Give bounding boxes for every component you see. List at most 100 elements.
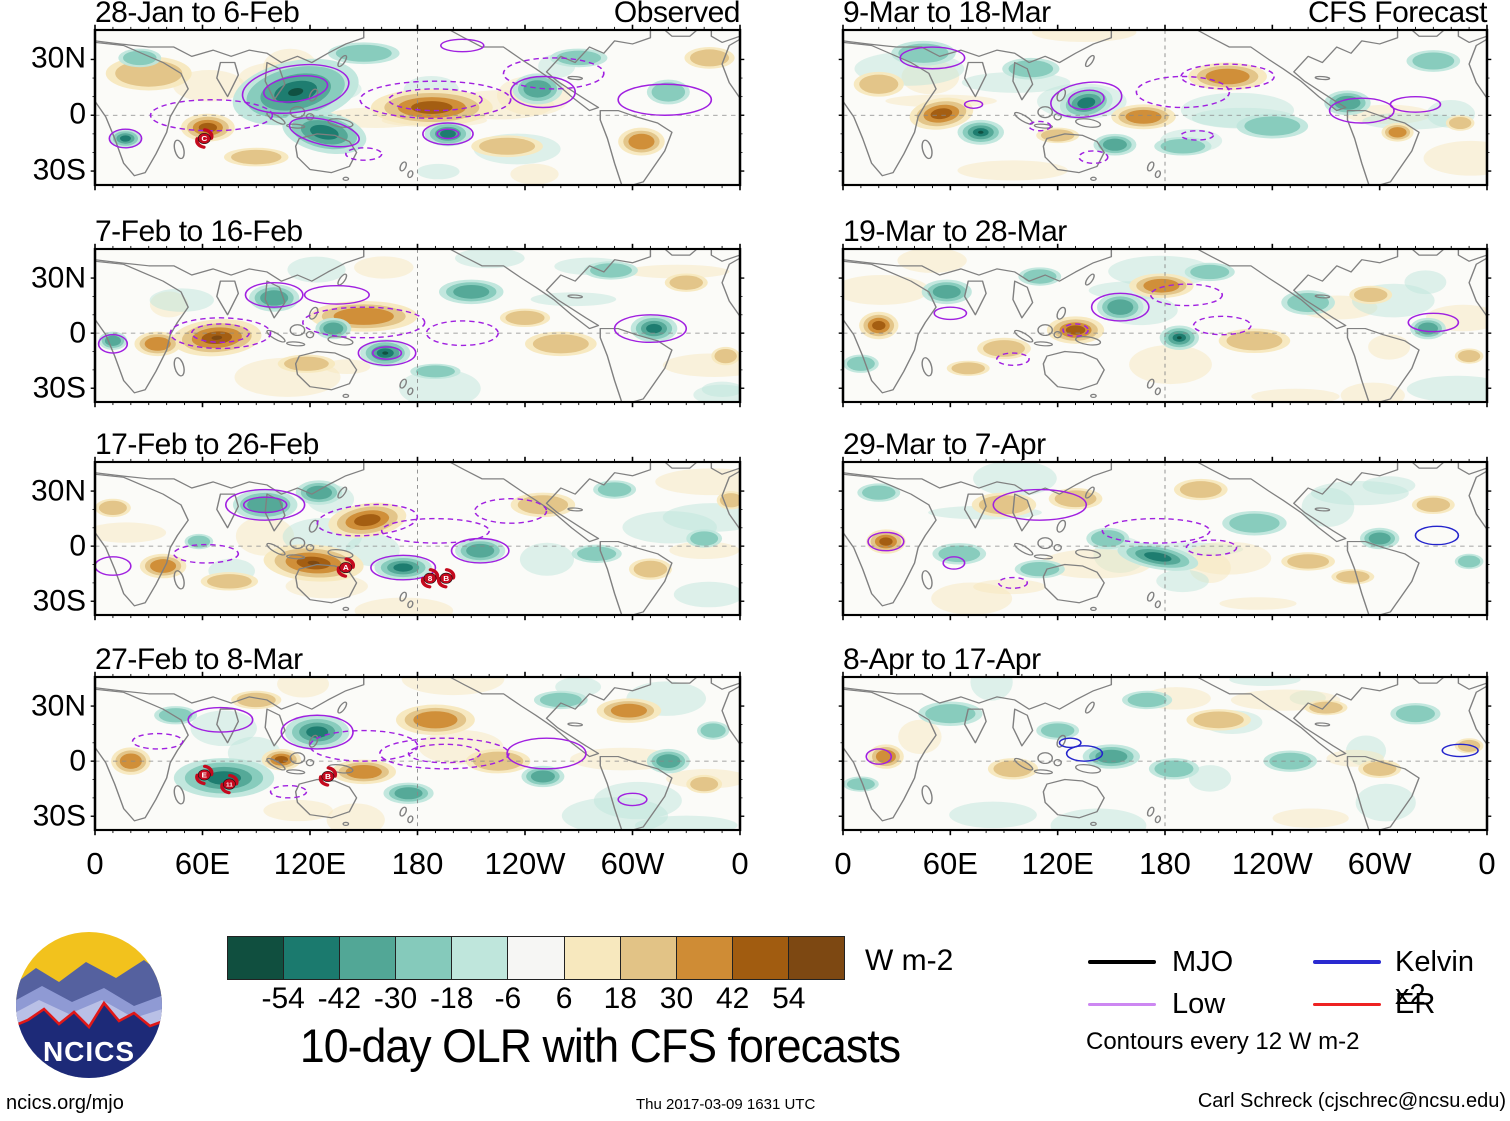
colorbar-cell	[228, 937, 285, 979]
legend-line-er	[1313, 1003, 1381, 1006]
colorbar-tick-label: -6	[494, 982, 522, 1015]
legend-label-er: ER	[1395, 988, 1436, 1020]
panel-date-range: 29-Mar to 7-Apr	[843, 428, 1046, 461]
footer-timestamp: Thu 2017-03-09 1631 UTC	[636, 1096, 816, 1113]
colorbar-cell	[732, 937, 789, 979]
longitude-tick-label: 180	[391, 846, 444, 881]
colorbar-cell	[452, 937, 509, 979]
colorbar-tick-label: 54	[772, 982, 806, 1015]
legend-label-low: Low	[1172, 988, 1226, 1020]
panel-obs-4: 27-Feb to 8-Mar E 11 B	[90, 641, 745, 836]
latitude-tick-label: 30S	[32, 799, 86, 833]
panel-date-range: 8-Apr to 17-Apr	[843, 643, 1041, 676]
panel-fcst-3: 29-Mar to 7-Apr	[838, 426, 1492, 621]
colorbar-tick-label: 6	[555, 982, 573, 1015]
latitude-tick-label: 30S	[32, 584, 86, 618]
longitude-tick-label: 0	[731, 846, 749, 881]
panel-date-range: 27-Feb to 8-Mar	[95, 643, 303, 676]
svg-text:E: E	[202, 771, 207, 779]
colorbar-cell	[620, 937, 677, 979]
svg-text:NCICS: NCICS	[43, 1036, 135, 1067]
svg-text:11: 11	[226, 783, 234, 789]
longitude-tick-label: 60W	[600, 846, 665, 881]
tropical-cyclone-marker: 8	[420, 568, 440, 589]
longitude-tick-label: 60E	[922, 846, 978, 881]
latitude-tick-label: 0	[69, 744, 86, 778]
figure-title: 10-day OLR with CFS forecasts	[299, 1019, 901, 1072]
latitude-tick-label: 30S	[32, 371, 86, 405]
svg-text:B: B	[325, 773, 331, 781]
colorbar-tick-label: 42	[715, 982, 750, 1015]
panel-fcst-4: 8-Apr to 17-Apr	[838, 641, 1492, 836]
colorbar-cell	[284, 937, 341, 979]
longitude-axis-left: 0 60E 120E 180 120W 60W 0	[86, 842, 748, 882]
longitude-tick-label: 120W	[484, 846, 566, 881]
colorbar-tick-label: -30	[373, 982, 418, 1015]
longitude-tick-label: 120W	[1231, 846, 1313, 881]
panel-date-range: 9-Mar to 18-Mar	[843, 0, 1051, 29]
panel-date-range: 7-Feb to 16-Feb	[95, 215, 303, 248]
colorbar-cell	[340, 937, 397, 979]
svg-text:A: A	[343, 564, 349, 572]
map-fcst-1	[838, 24, 1492, 191]
colorbar-tick-label: -54	[261, 982, 305, 1015]
latitude-tick-label: 0	[69, 316, 86, 350]
tropical-cyclone-marker: B	[437, 568, 456, 589]
contour-interval-note: Contours every 12 W m-2	[1086, 1028, 1360, 1055]
colorbar-tick-label: -18	[430, 982, 474, 1015]
latitude-tick-label: 0	[69, 97, 86, 131]
longitude-tick-label: 0	[1478, 846, 1496, 881]
colorbar	[227, 936, 845, 980]
colorbar-cell	[396, 937, 453, 979]
tropical-cyclone-marker: B	[318, 766, 338, 787]
panel-date-range: 28-Jan to 6-Feb	[95, 0, 300, 29]
latitude-tick-label: 30N	[30, 41, 86, 75]
legend-line-kelvin	[1313, 960, 1381, 964]
tropical-cyclone-marker: C	[195, 128, 214, 149]
panel-column-label: Observed	[613, 0, 741, 29]
colorbar-tick-label: -42	[317, 982, 362, 1015]
map-fcst-3	[838, 456, 1492, 621]
ncics-logo: NCICS	[16, 932, 162, 1078]
panel-date-range: 17-Feb to 26-Feb	[95, 428, 319, 461]
map-fcst-2	[838, 243, 1492, 408]
map-obs-2	[90, 243, 745, 408]
map-obs-3: A 8 B	[90, 456, 745, 621]
longitude-tick-label: 0	[86, 846, 104, 881]
tropical-cyclone-marker: A	[336, 557, 355, 578]
svg-text:C: C	[201, 135, 207, 143]
colorbar-tick-label: 18	[603, 982, 637, 1015]
colorbar-unit: W m-2	[865, 944, 954, 977]
legend-line-low	[1088, 1003, 1156, 1006]
map-obs-1: C	[90, 24, 745, 191]
map-obs-4: E 11 B	[90, 671, 745, 836]
longitude-tick-label: 0	[834, 846, 852, 881]
colorbar-tick-label: 30	[659, 982, 694, 1015]
colorbar-cell	[676, 937, 733, 979]
panel-fcst-2: 19-Mar to 28-Mar	[838, 213, 1492, 408]
colorbar-cell	[564, 937, 621, 979]
latitude-tick-label: 30N	[30, 689, 86, 723]
legend-line-mjo	[1088, 960, 1156, 964]
footer-credit: Carl Schreck (cjschrec@ncsu.edu)	[1197, 1090, 1506, 1112]
latitude-tick-label: 30N	[30, 474, 86, 508]
latitude-tick-label: 30N	[30, 261, 86, 295]
latitude-tick-label: 0	[69, 529, 86, 563]
panel-obs-2: 7-Feb to 16-Feb	[90, 213, 745, 408]
panel-fcst-1: 9-Mar to 18-Mar CFS Forecast	[838, 0, 1492, 191]
panel-obs-1: 28-Jan to 6-Feb Observed C	[90, 0, 745, 191]
legend-label-mjo: MJO	[1172, 946, 1234, 978]
longitude-tick-label: 60E	[174, 846, 231, 881]
svg-text:B: B	[443, 574, 449, 582]
colorbar-cell	[508, 937, 565, 979]
longitude-tick-label: 120E	[1021, 846, 1094, 881]
longitude-tick-label: 120E	[273, 846, 347, 881]
svg-text:8: 8	[428, 574, 433, 582]
colorbar-ticks: -54 -42 -30 -18 -6 6 18 30 42 54	[227, 982, 845, 1018]
panel-date-range: 19-Mar to 28-Mar	[843, 215, 1067, 248]
panel-obs-3: 17-Feb to 26-Feb A 8 B	[90, 426, 745, 621]
longitude-tick-label: 180	[1139, 846, 1191, 881]
legend-label-kelvin: Kelvin x2	[1395, 946, 1474, 1011]
tropical-cyclone-marker: E	[195, 764, 214, 786]
longitude-tick-label: 60W	[1347, 846, 1412, 881]
